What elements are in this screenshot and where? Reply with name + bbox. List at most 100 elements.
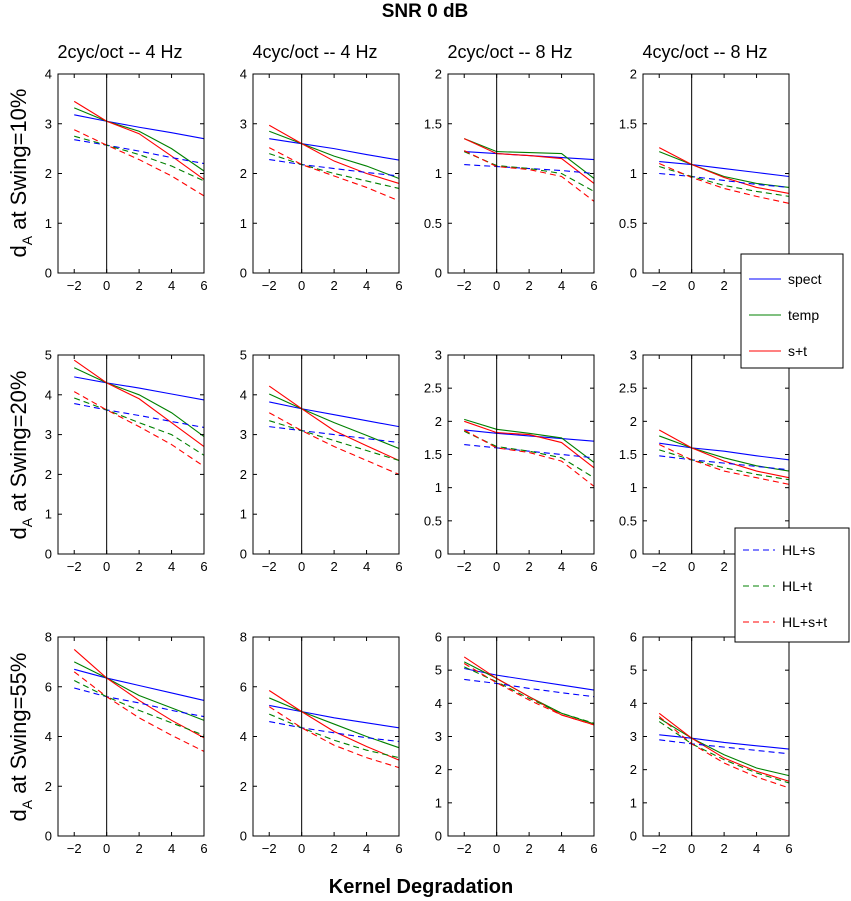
x-tick-label: 2 — [135, 559, 142, 574]
y-tick-label: 4 — [45, 729, 52, 744]
series-line-hl-plus-s — [74, 139, 205, 165]
x-tick-label: 6 — [200, 278, 207, 293]
x-tick-label: 4 — [558, 278, 565, 293]
series-line-hl-plus-s-plus-t — [73, 671, 205, 752]
legend-box — [734, 527, 850, 643]
x-tick-label: 6 — [395, 278, 402, 293]
x-tick-label: 2 — [330, 278, 337, 293]
series-line-hl-plus-s — [659, 172, 790, 188]
svg-text:dA at Swing=10%: dA at Swing=10% — [6, 89, 35, 258]
x-tick-label: −2 — [457, 559, 472, 574]
x-tick-label: −2 — [67, 559, 82, 574]
axes-frame — [57, 354, 205, 555]
y-tick-label: 2 — [435, 67, 442, 82]
y-tick-label: 1 — [435, 480, 442, 495]
y-tick-label: 2 — [240, 779, 247, 794]
series-line-hl-plus-s-plus-t — [659, 163, 790, 204]
series-line-s-plus-t — [658, 429, 790, 479]
y-tick-label: 3 — [45, 427, 52, 442]
x-tick-label: −2 — [652, 559, 667, 574]
x-tick-label: −2 — [457, 841, 472, 856]
x-tick-label: 6 — [395, 559, 402, 574]
row-ylabel-2: dA at Swing=20% — [6, 371, 35, 540]
series-line-hl-plus-s-plus-t — [268, 412, 400, 475]
series-line-hl-plus-s — [464, 163, 595, 175]
series-line-hl-plus-s-plus-t — [268, 147, 400, 202]
y-tick-label: 2 — [630, 414, 637, 429]
legend-box — [740, 253, 844, 369]
y-tick-label: 0 — [435, 829, 442, 844]
x-tick-label: 0 — [298, 841, 305, 856]
series-line-temp — [464, 138, 595, 179]
y-tick-label: 2 — [45, 166, 52, 181]
y-tick-label: 4 — [240, 387, 247, 402]
col-title-4: 4cyc/oct -- 8 Hz — [642, 42, 767, 62]
y-tick-label: 2.5 — [619, 381, 637, 396]
series-line-spect — [74, 376, 205, 401]
series-line-hl-plus-t — [73, 680, 205, 736]
series-line-temp — [74, 107, 205, 172]
x-tick-label: 0 — [298, 559, 305, 574]
y-tick-label: 6 — [240, 679, 247, 694]
panel-r2-c1: 0 1 2 3 4 5 −2 0 2 4 6 — [45, 348, 208, 575]
series-line-spect — [74, 668, 205, 701]
y-tick-label: 0 — [240, 266, 247, 281]
y-tick-label: 0.5 — [424, 513, 442, 528]
legend-label: s+t — [788, 343, 807, 359]
y-tick-label: 6 — [630, 630, 637, 645]
y-tick-label: 1 — [630, 166, 637, 181]
axes-frame — [642, 636, 790, 837]
x-tick-label: 6 — [200, 841, 207, 856]
x-tick-label: 4 — [363, 559, 370, 574]
legend-label: spect — [788, 271, 822, 287]
x-tick-label: 0 — [298, 278, 305, 293]
legend-label: HL+t — [782, 578, 812, 594]
series-line-spect — [269, 704, 400, 729]
series-line-hl-plus-t — [74, 397, 205, 456]
y-tick-label: 0 — [435, 266, 442, 281]
y-tick-label: 4 — [435, 696, 442, 711]
series-line-hl-plus-s — [74, 687, 205, 718]
x-tick-label: 0 — [688, 841, 695, 856]
y-tick-label: 0 — [240, 547, 247, 562]
x-tick-label: 6 — [590, 841, 597, 856]
y-tick-label: 2 — [630, 67, 637, 82]
y-tick-label: 5 — [630, 663, 637, 678]
panel-r1-c2: 0 1 2 3 4 −2 0 2 4 6 — [240, 67, 403, 294]
x-tick-label: 6 — [200, 559, 207, 574]
x-tick-label: −2 — [652, 841, 667, 856]
y-tick-label: 5 — [45, 348, 52, 363]
series-line-hl-plus-s-plus-t — [658, 716, 790, 789]
x-tick-label: −2 — [67, 278, 82, 293]
y-tick-label: 5 — [240, 348, 247, 363]
series-line-s-plus-t — [464, 420, 595, 469]
y-tick-label: 1 — [630, 480, 637, 495]
panel-r3-c1: 0 2 4 6 8 −2 0 2 4 6 — [45, 630, 208, 857]
y-tick-label: 2 — [630, 762, 637, 777]
y-tick-label: 2 — [240, 166, 247, 181]
x-tick-label: 4 — [363, 278, 370, 293]
series-line-temp — [269, 130, 400, 179]
x-tick-label: 6 — [785, 841, 792, 856]
y-tick-label: 1 — [45, 216, 52, 231]
series-line-s-plus-t — [658, 712, 790, 782]
series-line-hl-plus-s-plus-t — [463, 150, 595, 202]
series-line-hl-plus-s-plus-t — [463, 663, 595, 726]
series-line-spect — [464, 429, 595, 442]
y-tick-label: 2 — [45, 779, 52, 794]
y-tick-label: 1 — [240, 507, 247, 522]
y-tick-label: 1 — [240, 216, 247, 231]
axes-frame — [642, 354, 790, 555]
y-tick-label: 1 — [435, 795, 442, 810]
x-tick-label: 0 — [493, 559, 500, 574]
y-tick-label: 4 — [45, 67, 52, 82]
y-tick-label: 0 — [630, 829, 637, 844]
y-tick-label: 2 — [435, 762, 442, 777]
x-tick-label: 2 — [525, 559, 532, 574]
axes-frame — [252, 636, 400, 837]
series-line-s-plus-t — [268, 385, 400, 461]
y-tick-label: 4 — [45, 387, 52, 402]
legend-dashed: HL+s HL+t HL+s+t — [734, 527, 850, 643]
